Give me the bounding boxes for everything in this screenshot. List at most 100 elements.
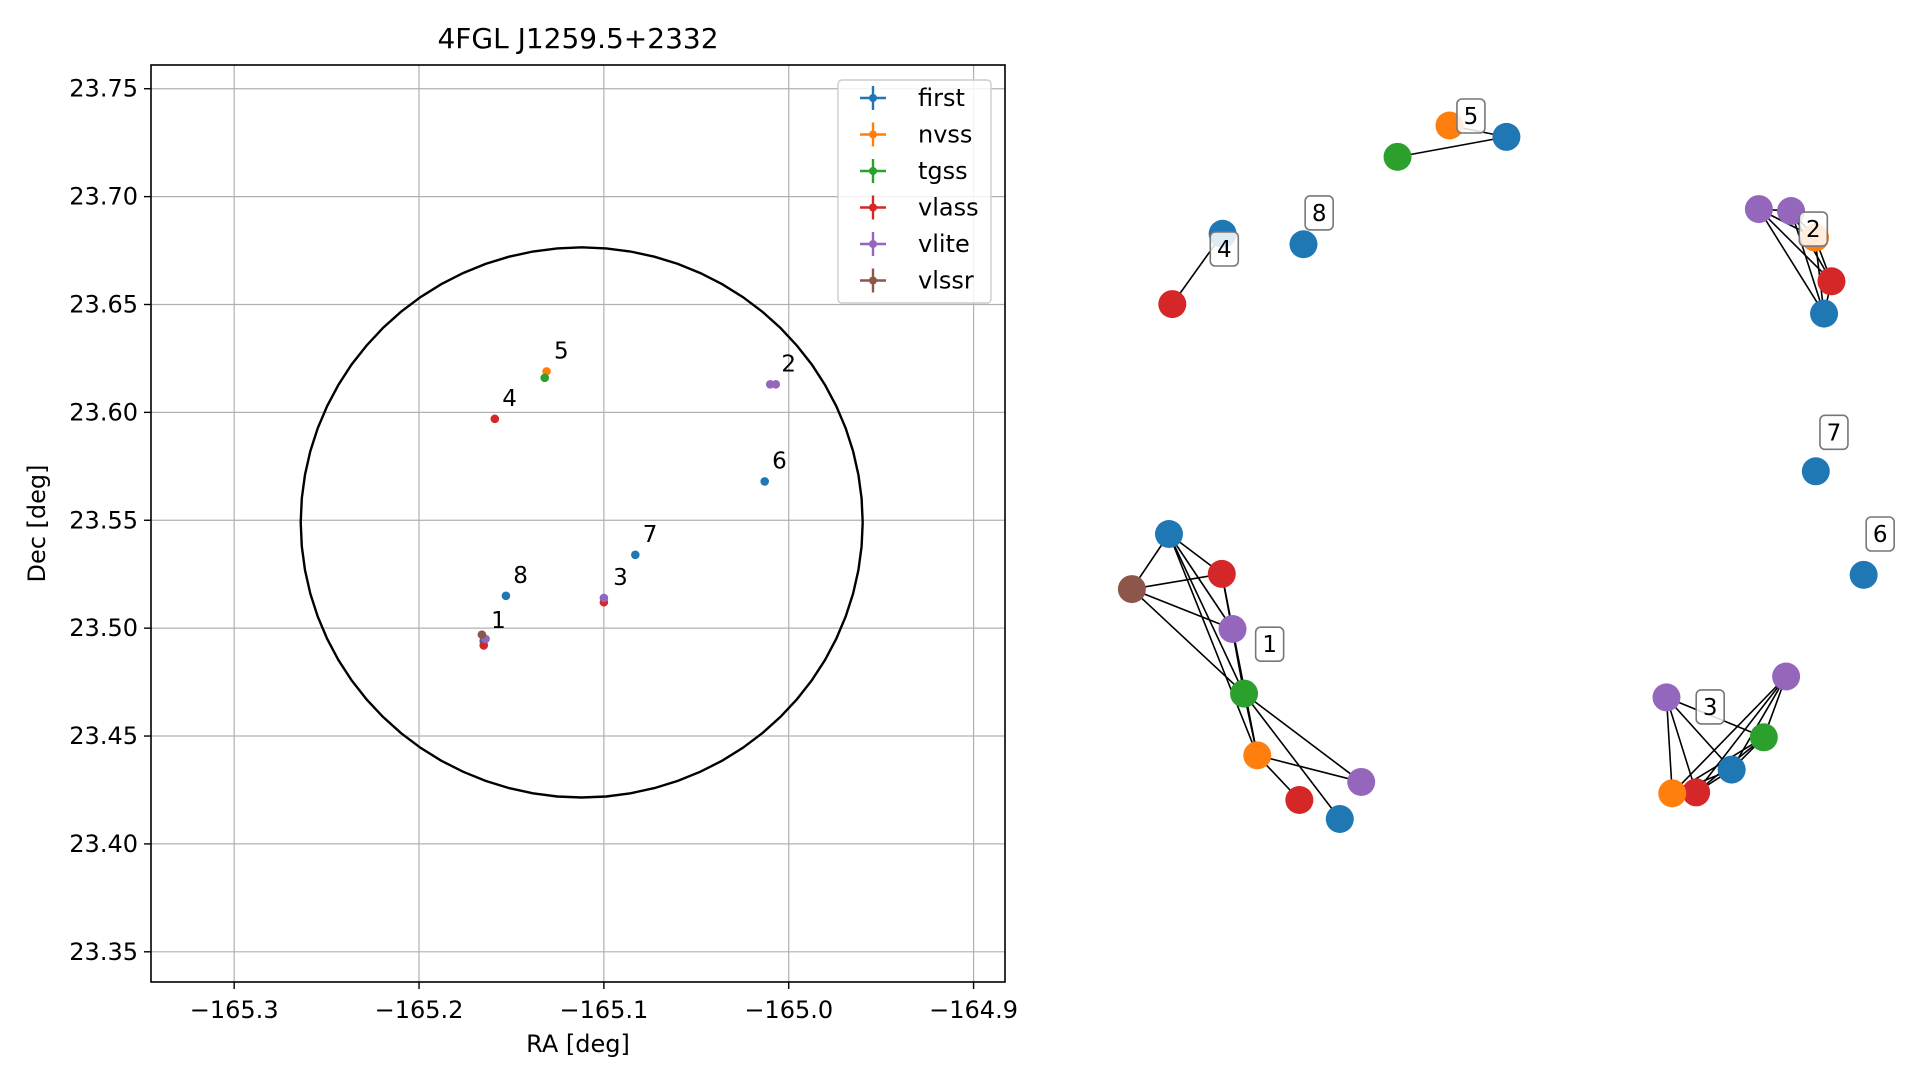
graph-edge [1257, 754, 1362, 783]
graph-node-nvss [1243, 741, 1272, 770]
y-tick-label: 23.55 [69, 506, 138, 534]
graph-edge [1168, 533, 1245, 694]
graph-edge [1665, 696, 1733, 771]
graph-node-vlite [1652, 683, 1681, 712]
graph-node-vlite [1218, 615, 1247, 643]
graph-node-first [1849, 560, 1878, 589]
point-label: 2 [781, 351, 796, 377]
graph-node-first [1325, 805, 1354, 833]
graph-label-box [1254, 626, 1285, 663]
y-tick-label: 23.40 [69, 830, 138, 858]
graph-node-tgss [1383, 142, 1412, 171]
legend-entry-vlass: vlass [918, 194, 979, 222]
legend-marker-nvss [869, 130, 877, 139]
point-label: 7 [643, 522, 658, 548]
graph-label: 3 [1703, 695, 1718, 721]
graph-node-vlite [1744, 195, 1773, 224]
graph-label-box [1209, 231, 1240, 267]
point-annotations: 1 2 3 4 5 6 7 8 [491, 338, 796, 634]
graph-edge [1730, 676, 1787, 771]
graph-node-first [1155, 520, 1183, 548]
y-tick-label: 23.65 [69, 290, 138, 318]
graph-node-first [1289, 230, 1318, 259]
graph-labels: 1 2 3 4 5 6 7 8 [1209, 98, 1895, 725]
legend-entry-vlite: vlite [918, 230, 970, 258]
y-tick-label: 23.75 [69, 75, 138, 103]
data-point-first [760, 477, 769, 486]
graph-node-nvss [1658, 779, 1687, 808]
data-point-vlite [599, 593, 609, 603]
y-tick-label: 23.70 [69, 183, 138, 211]
graph-node-vlass [1682, 778, 1711, 807]
graph-node-vlite [1347, 767, 1376, 796]
graph-edge [1243, 693, 1341, 820]
graph-node-vlssr [1117, 575, 1146, 604]
data-point-first [631, 550, 640, 560]
legend-entry-tgss: tgss [918, 157, 968, 185]
graph-edge [1243, 692, 1362, 783]
graph-label: 5 [1464, 104, 1479, 130]
graph-label-box [1456, 98, 1486, 134]
legend-entry-nvss: nvss [918, 121, 972, 149]
graph-edge [1131, 588, 1245, 695]
point-label: 6 [772, 448, 787, 474]
graph-edge [1131, 573, 1222, 590]
graph-node-vlass [1207, 559, 1236, 588]
graph-node-first [1810, 299, 1839, 328]
graph-node-vlass [1158, 290, 1187, 319]
point-label: 8 [513, 563, 528, 589]
legend-entry-vlssr: vlssr [918, 267, 974, 295]
graph-edge [1695, 676, 1787, 793]
legend-marker-vlass [869, 203, 877, 212]
x-tick-label: −165.3 [190, 996, 279, 1024]
x-tick-label: −165.1 [559, 996, 648, 1024]
legend-marker-first [869, 94, 877, 102]
data-point-nvss [542, 367, 551, 376]
graph-label-box [1819, 414, 1849, 451]
graph-label: 4 [1217, 237, 1232, 263]
graph-label: 7 [1827, 420, 1842, 446]
data-points [477, 367, 781, 650]
x-axis-ticks: −165.3 −165.2 −165.1 −165.0 −164.9 [190, 982, 1018, 1024]
graph-node-vlite [1777, 197, 1806, 225]
graph-node-tgss [1749, 723, 1778, 752]
chart-title: 4FGL J1259.5+2332 [437, 22, 718, 55]
graph-node-first [1492, 122, 1521, 151]
graph-label-box [1798, 211, 1829, 247]
data-point-vlass [479, 641, 489, 650]
y-axis-label: Dec [deg] [23, 464, 51, 582]
graph-node-tgss [1230, 679, 1259, 708]
legend: first nvss tgss vlass vlite vlssr [837, 79, 992, 304]
graph-node-first [1801, 457, 1830, 486]
legend-marker-vlssr [869, 276, 877, 285]
graph-node-vlass [1285, 786, 1314, 814]
data-point-vlass [490, 414, 500, 424]
data-point-tgss [540, 373, 550, 383]
graph-edge [1671, 675, 1787, 794]
graph-edge [1168, 533, 1259, 756]
y-tick-label: 23.35 [69, 938, 138, 966]
x-axis-label: RA [deg] [526, 1030, 630, 1058]
point-label: 5 [554, 338, 569, 364]
graph-label-box [1695, 689, 1725, 725]
point-label: 3 [613, 565, 628, 591]
x-tick-label: −165.2 [375, 996, 464, 1024]
x-tick-label: −165.0 [744, 996, 833, 1024]
graph-edge [1665, 697, 1697, 793]
graph-edges [1131, 124, 1833, 820]
graph-node-vlass [1817, 267, 1846, 296]
data-point-vlssr [477, 630, 487, 639]
graph-label: 8 [1312, 201, 1327, 227]
graph-edge [1758, 208, 1825, 315]
graph-label-box [1304, 195, 1334, 231]
y-tick-label: 23.50 [69, 614, 138, 642]
graph-edge [1131, 588, 1233, 630]
y-tick-label: 23.60 [69, 398, 138, 426]
graph-edge [1665, 697, 1674, 794]
graph-label-box [1865, 516, 1895, 552]
plot-frame [150, 64, 1006, 983]
graph-node-first [1717, 755, 1746, 784]
circle-layer [299, 246, 864, 799]
